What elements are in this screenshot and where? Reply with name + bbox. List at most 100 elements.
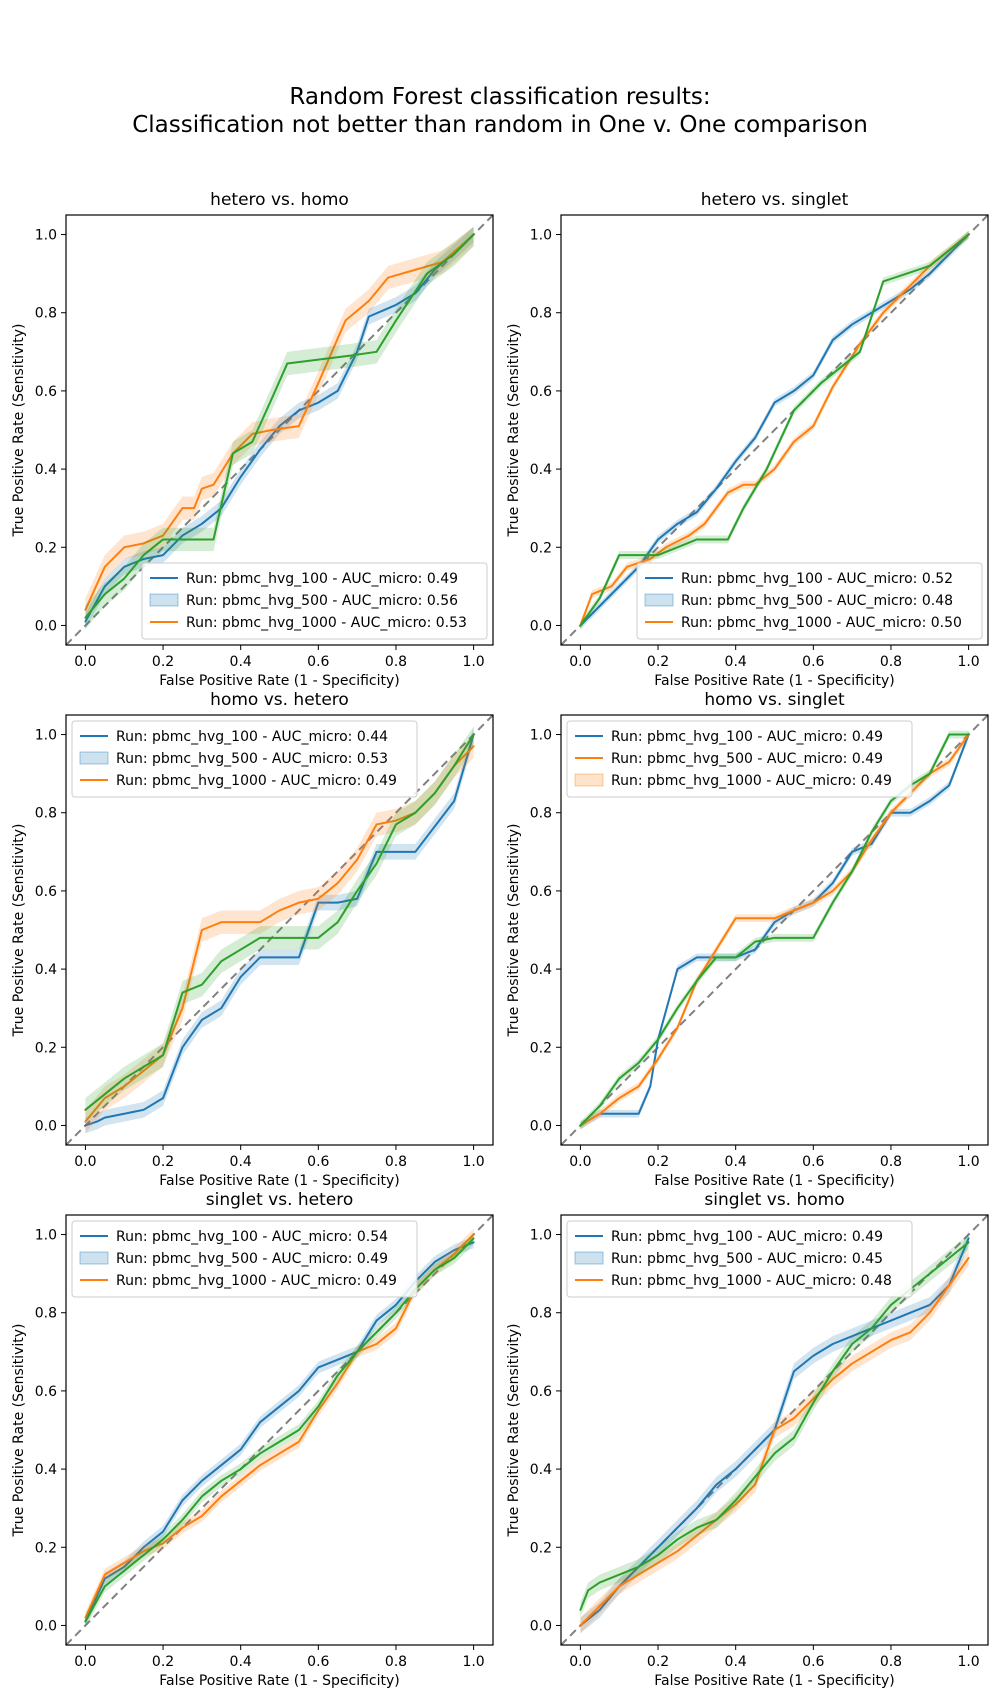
chart-1-x-tick-label: 0.0: [74, 654, 96, 670]
chart-5-diagonal-line: [65, 1214, 494, 1646]
chart-1-x-tick-label: 0.8: [385, 654, 407, 670]
chart-5-x-tick-label: 0.2: [152, 1654, 174, 1670]
chart-6-y-tick-label: 1.0: [530, 1228, 552, 1244]
chart-2-y-tick-label: 0.0: [530, 618, 552, 634]
chart-2-x-tick-label: 0.0: [569, 654, 591, 670]
chart-2-y-tick-label: 0.6: [530, 384, 552, 400]
chart-4-legend: Run: pbmc_hvg_100 - AUC_micro: 0.49 Run: …: [566, 720, 913, 798]
chart-5-y-tick-label: 0.8: [35, 1306, 57, 1322]
chart-5-series-2-band: [85, 1228, 474, 1624]
chart-2-x-axis-label: False Positive Rate (1 - Specificity): [654, 673, 895, 689]
chart-3-x-tick-label: 0.2: [152, 1154, 174, 1170]
chart-3-y-tick-label: 0.6: [35, 884, 57, 900]
chart-1-series-1-line: [84, 233, 475, 623]
chart-1-frame: [65, 214, 494, 646]
chart-2-x-tick-label: 0.4: [725, 654, 747, 670]
chart-2-legend-patch-swatch: [644, 593, 674, 607]
chart-1-series-2-band: [85, 226, 474, 622]
chart-4-diagonal-line: [560, 714, 989, 1146]
chart-4-x-axis-label: False Positive Rate (1 - Specificity): [654, 1173, 895, 1189]
chart-5-legend-item-label: Run: pbmc_hvg_500 - AUC_micro: 0.49: [116, 1251, 388, 1267]
chart-2-x-tick-label: 1.0: [957, 654, 979, 670]
chart-4-legend-item-label: Run: pbmc_hvg_100 - AUC_micro: 0.49: [611, 729, 883, 745]
chart-1-y-tick-label: 0.4: [35, 462, 57, 478]
chart-1-series-2-line: [84, 233, 475, 611]
chart-4-x-tick-label: 0.0: [569, 1154, 591, 1170]
chart-4-legend-patch-swatch: [574, 773, 604, 787]
chart-5-frame: [65, 1214, 494, 1646]
chart-3-x-tick-label: 0.8: [385, 1154, 407, 1170]
chart-3-y-tick-label: 0.8: [35, 806, 57, 822]
chart-6-legend: Run: pbmc_hvg_100 - AUC_micro: 0.49 Run: …: [566, 1220, 913, 1298]
chart-6-x-tick-label: 0.2: [647, 1654, 669, 1670]
chart-3-legend-patch-swatch: [79, 751, 109, 765]
chart-4-series-2-band: [580, 730, 969, 1130]
chart-2-legend-item-label: Run: pbmc_hvg_500 - AUC_micro: 0.48: [681, 593, 953, 609]
chart-4-x-tick-label: 1.0: [957, 1154, 979, 1170]
chart-3-frame: [65, 714, 494, 1146]
chart-6-legend-item-label: Run: pbmc_hvg_1000 - AUC_micro: 0.48: [611, 1273, 892, 1289]
chart-5-legend-box: [71, 1220, 418, 1298]
chart-3-series-3-band: [85, 726, 474, 1122]
chart-6-series-2-band: [580, 1250, 969, 1634]
chart-1-legend: Run: pbmc_hvg_100 - AUC_micro: 0.49 Run: …: [141, 562, 488, 640]
chart-3-x-tick-label: 0.0: [74, 1154, 96, 1170]
chart-3-x-axis-label: False Positive Rate (1 - Specificity): [159, 1173, 400, 1189]
chart-4-title: homo vs. singlet: [704, 690, 845, 710]
chart-1-y-tick-label: 0.8: [35, 306, 57, 322]
chart-2-y-tick-label: 0.4: [530, 462, 552, 478]
chart-5-series-1-line: [84, 1241, 475, 1623]
chart-1-x-axis-label: False Positive Rate (1 - Specificity): [159, 673, 400, 689]
chart-2-legend-box: [636, 562, 983, 640]
chart-4-y-tick-label: 0.8: [530, 806, 552, 822]
chart-4-y-tick-label: 1.0: [530, 728, 552, 744]
chart-4-legend-item-label: Run: pbmc_hvg_500 - AUC_micro: 0.49: [611, 751, 883, 767]
chart-1-diagonal-line: [65, 214, 494, 646]
chart-4-x-tick-label: 0.8: [880, 1154, 902, 1170]
chart-6-series-2-line: [579, 1257, 970, 1627]
chart-1-x-tick-label: 0.4: [230, 654, 252, 670]
chart-1-y-tick-label: 0.2: [35, 540, 57, 556]
chart-4-legend-item-label: Run: pbmc_hvg_1000 - AUC_micro: 0.49: [611, 773, 892, 789]
chart-2-legend-item-label: Run: pbmc_hvg_1000 - AUC_micro: 0.50: [681, 615, 962, 631]
chart-4-series-3-band: [580, 730, 969, 1130]
chart-2-legend-item-label: Run: pbmc_hvg_100 - AUC_micro: 0.52: [681, 571, 953, 587]
chart-3-y-tick-label: 0.4: [35, 962, 57, 978]
chart-2-x-tick-label: 0.6: [802, 654, 824, 670]
chart-1-y-tick-label: 0.6: [35, 384, 57, 400]
chart-3-legend-item-label: Run: pbmc_hvg_500 - AUC_micro: 0.53: [116, 751, 388, 767]
chart-2-series-1-band: [580, 230, 969, 630]
chart-5: singlet vs. hetero 0.0 0.2 0.4 0.6 0.8 1.0 0.0 0…: [11, 1190, 494, 1689]
chart-3-y-axis-label: True Positive Rate (Sensitivity): [11, 824, 27, 1038]
chart-4-series-1-line: [579, 733, 970, 1127]
chart-4-y-tick-label: 0.4: [530, 962, 552, 978]
chart-2-diagonal-line: [560, 214, 989, 646]
chart-6-y-tick-label: 0.8: [530, 1306, 552, 1322]
chart-3-title: homo vs. hetero: [210, 690, 349, 710]
chart-1-legend-item-label: Run: pbmc_hvg_1000 - AUC_micro: 0.53: [186, 615, 467, 631]
chart-5-x-tick-label: 0.8: [385, 1654, 407, 1670]
chart-2-x-tick-label: 0.2: [647, 654, 669, 670]
chart-2: hetero vs. singlet 0.0 0.2 0.4 0.6 0.8 1.0 0.0 0…: [506, 190, 989, 689]
chart-3-legend-item-label: Run: pbmc_hvg_1000 - AUC_micro: 0.49: [116, 773, 397, 789]
chart-3-series-2-band: [85, 734, 474, 1134]
chart-2-x-tick-label: 0.8: [880, 654, 902, 670]
chart-5-x-tick-label: 0.4: [230, 1654, 252, 1670]
chart-6-x-tick-label: 0.4: [725, 1654, 747, 1670]
chart-6: singlet vs. homo 0.0 0.2 0.4 0.6 0.8 1.0 0.0 0.2…: [506, 1190, 989, 1689]
chart-1-x-tick-label: 1.0: [462, 654, 484, 670]
chart-2-y-axis-label: True Positive Rate (Sensitivity): [506, 324, 522, 538]
chart-5-legend-patch-swatch: [79, 1251, 109, 1265]
chart-1-legend-item-label: Run: pbmc_hvg_100 - AUC_micro: 0.49: [186, 571, 458, 587]
chart-6-title: singlet vs. homo: [704, 1190, 844, 1210]
chart-2-frame: [560, 214, 989, 646]
figure-title-line2: Classification not better than random in…: [132, 112, 868, 138]
chart-1-series-3-band: [85, 226, 474, 630]
chart-1-legend-box: [141, 562, 488, 640]
chart-2-series-3-line: [579, 233, 970, 627]
chart-1-y-axis-label: True Positive Rate (Sensitivity): [11, 324, 27, 538]
chart-3-x-tick-label: 0.6: [307, 1154, 329, 1170]
chart-6-x-axis-label: False Positive Rate (1 - Specificity): [654, 1673, 895, 1689]
chart-6-series-3-band: [580, 1234, 969, 1618]
chart-1-x-tick-label: 0.2: [152, 654, 174, 670]
